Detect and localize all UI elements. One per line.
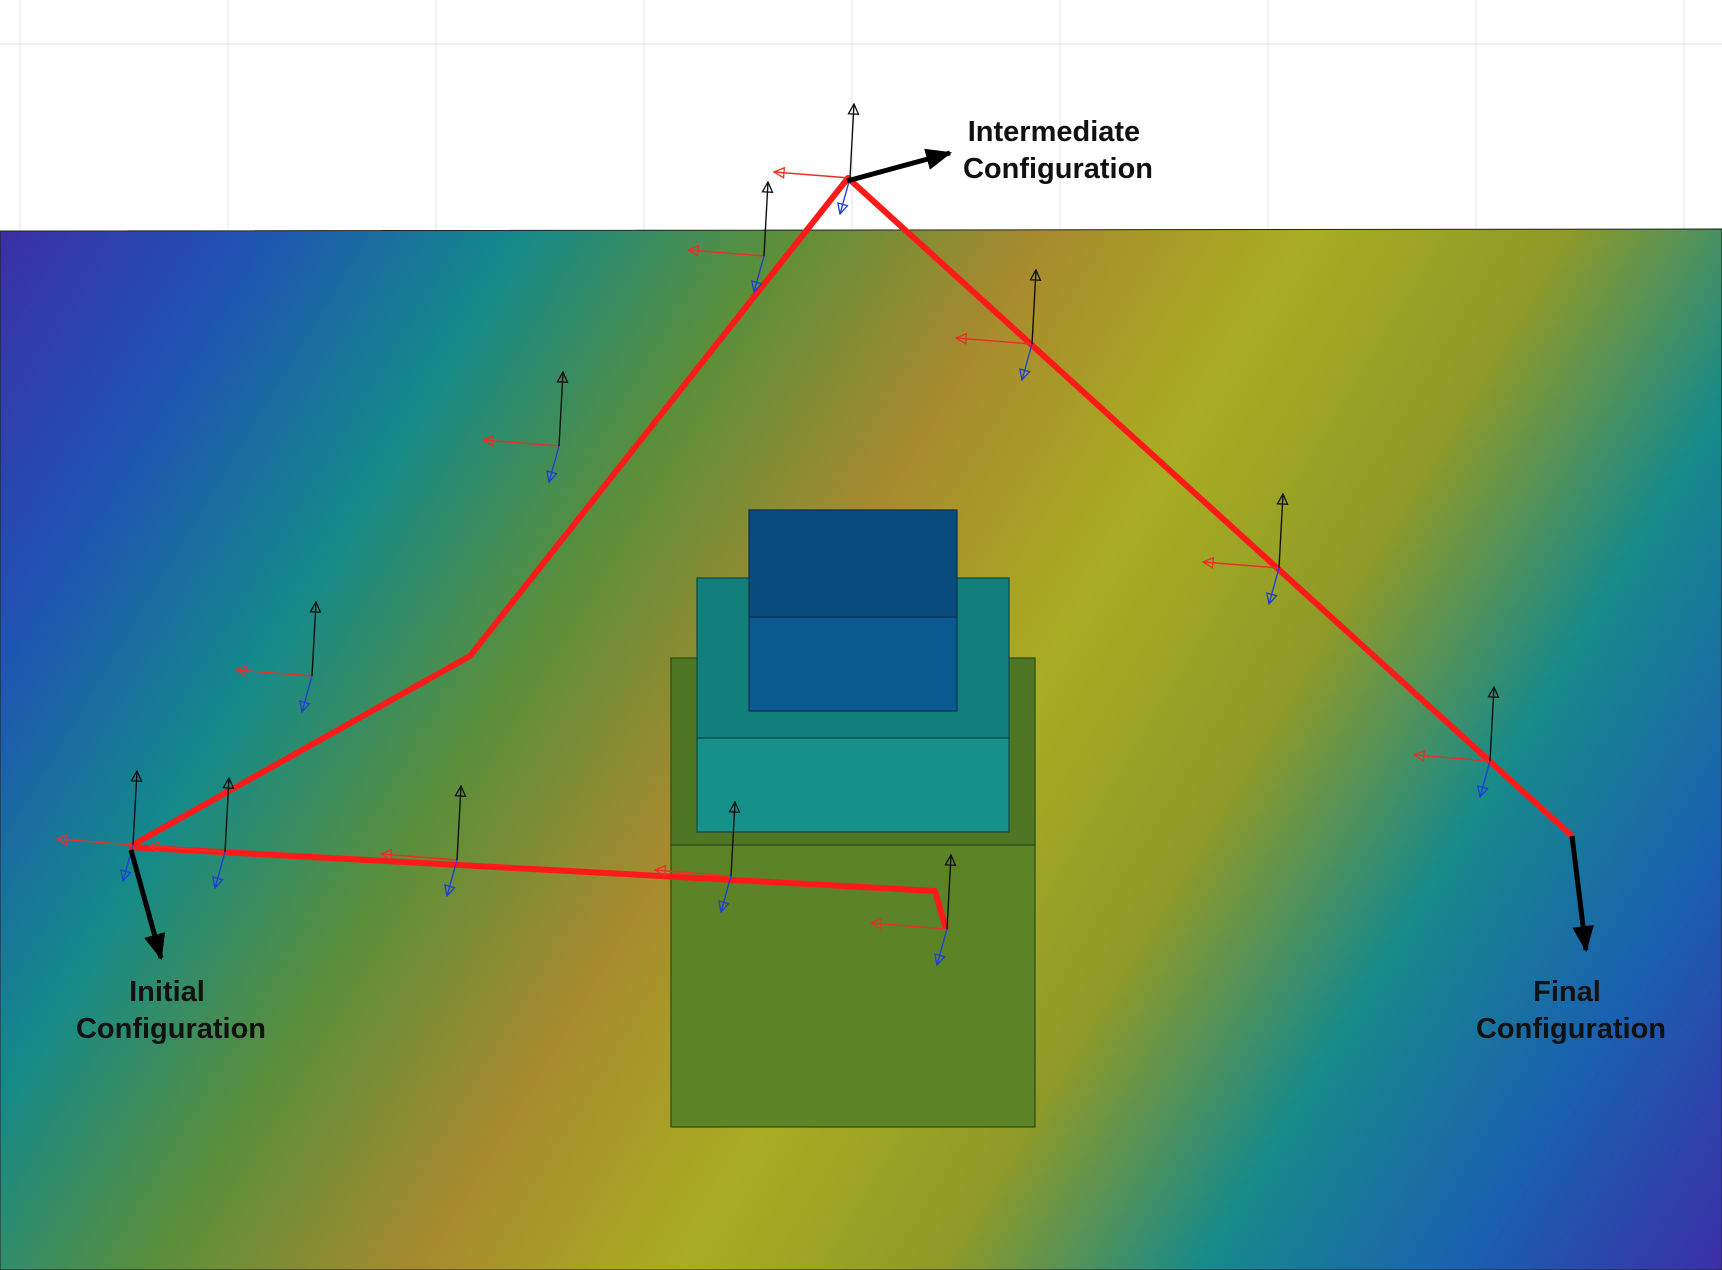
intermediate-label-line1: Intermediate [968, 116, 1140, 148]
frame-x-axis [1414, 755, 1491, 761]
robot-model [670, 509, 1036, 1128]
robot-base-lower [670, 844, 1036, 1128]
frame-y-axis [850, 104, 854, 179]
coordinate-frame-icon [871, 855, 951, 965]
initial-configuration-label: Initial Configuration [76, 976, 266, 1045]
final-label-line1: Final [1533, 976, 1601, 1008]
coordinate-frame-icon [956, 270, 1036, 380]
frame-x-axis [774, 172, 851, 178]
coordinate-frame-icon [774, 104, 854, 214]
frame-z-axis [549, 445, 560, 482]
frame-y-axis [731, 802, 735, 877]
frame-z-axis [215, 851, 226, 888]
coordinate-frame-icon [1203, 494, 1283, 604]
frame-y-axis [312, 602, 316, 677]
frame-z-axis [1022, 343, 1033, 380]
coordinate-frame-icon [483, 372, 563, 482]
frame-z-axis [302, 675, 313, 712]
final-label-line2: Configuration [1476, 1013, 1666, 1045]
frame-y-axis [559, 372, 563, 447]
frame-y-axis [947, 855, 951, 930]
background-top [0, 0, 1722, 232]
coordinate-frame-icon [655, 802, 735, 912]
coordinate-frame-icon [236, 602, 316, 712]
frame-y-axis [457, 786, 461, 861]
frame-y-axis [225, 778, 229, 853]
frame-z-axis [937, 928, 948, 965]
frame-y-axis [764, 182, 768, 257]
frame-z-axis [1269, 567, 1280, 604]
frame-y-axis [1279, 494, 1283, 569]
robot-head-lower [748, 616, 958, 712]
frame-z-axis [1480, 760, 1491, 797]
frame-x-axis [688, 250, 765, 256]
coordinate-frame-icon [381, 786, 461, 896]
frame-x-axis [57, 839, 134, 845]
coordinate-frame-icon [1414, 687, 1494, 797]
frame-y-axis [133, 771, 137, 846]
frame-x-axis [956, 338, 1033, 344]
final-configuration-label: Final Configuration [1476, 976, 1666, 1045]
trajectory-path [127, 175, 1575, 850]
frame-y-axis [1490, 687, 1494, 762]
frame-z-axis [447, 859, 458, 896]
trajectory-path-lower [128, 844, 949, 930]
coordinate-frames [57, 104, 1494, 965]
frame-x-axis [655, 870, 732, 876]
final-configuration-arrow [1569, 835, 1594, 953]
robot-head-upper [748, 509, 958, 618]
frame-x-axis [871, 923, 948, 929]
coordinate-frame-icon [688, 182, 768, 292]
coordinate-frame-icon [149, 778, 229, 888]
initial-label-line1: Initial [129, 976, 205, 1008]
frame-x-axis [1203, 562, 1280, 568]
intermediate-configuration-arrow [846, 148, 953, 184]
frame-z-axis [721, 875, 732, 912]
initial-configuration-arrow [128, 849, 166, 961]
frame-z-axis [754, 255, 765, 292]
initial-label-line2: Configuration [76, 1013, 266, 1045]
grid [0, 0, 1722, 230]
intermediate-configuration-label: Intermediate Configuration [963, 116, 1153, 185]
frame-x-axis [483, 440, 560, 446]
robot-body-lower [696, 737, 1010, 833]
intermediate-label-line2: Configuration [963, 153, 1153, 185]
frame-x-axis [236, 670, 313, 676]
frame-y-axis [1032, 270, 1036, 345]
frame-z-axis [840, 177, 851, 214]
frame-x-axis [381, 854, 458, 860]
frame-x-axis [149, 846, 226, 852]
